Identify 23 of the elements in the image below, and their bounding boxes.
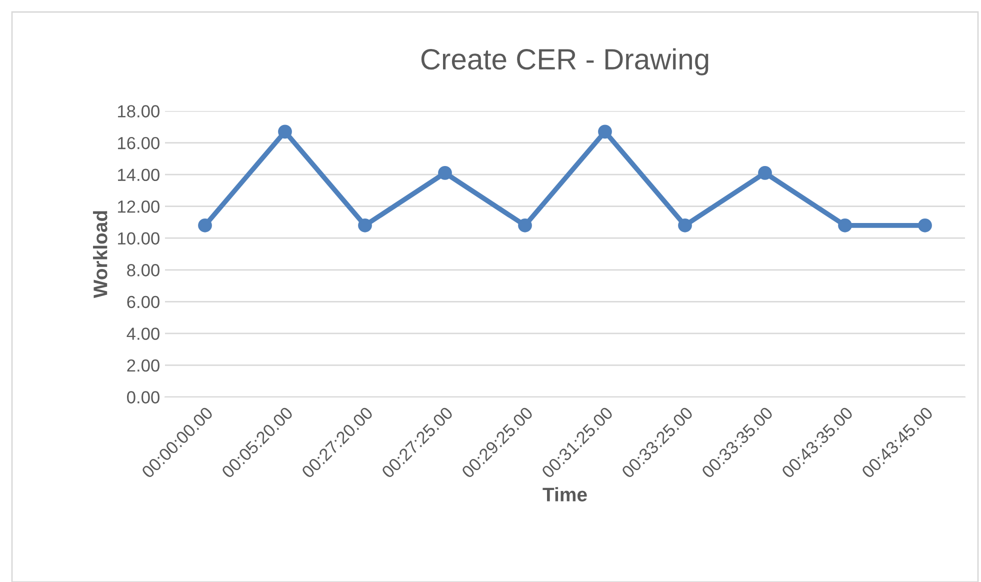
point — [358, 218, 372, 232]
y-tick-label: 0.00 — [127, 391, 160, 404]
y-tick-label: 8.00 — [127, 264, 160, 276]
y-tick-label: 2.00 — [127, 359, 160, 372]
y-axis-title: Workload — [93, 211, 108, 298]
point — [518, 218, 532, 232]
chart-title: Create CER - Drawing — [421, 48, 708, 76]
point — [678, 218, 692, 232]
point — [278, 124, 292, 139]
y-tick-label: 4.00 — [126, 328, 160, 340]
y-tick-label: 6.00 — [127, 296, 160, 308]
y-tick-label: 10.00 — [118, 232, 160, 245]
point — [598, 124, 612, 139]
point — [438, 166, 452, 180]
point — [838, 218, 852, 232]
x-axis-title: Time — [542, 487, 587, 502]
point — [918, 218, 932, 232]
y-tick-label: 14.00 — [118, 168, 160, 182]
point — [198, 218, 212, 232]
point — [758, 166, 772, 180]
y-tick-label: 18.00 — [118, 105, 160, 118]
y-tick-label: 16.00 — [118, 136, 160, 150]
y-tick-label: 12.00 — [118, 200, 160, 213]
